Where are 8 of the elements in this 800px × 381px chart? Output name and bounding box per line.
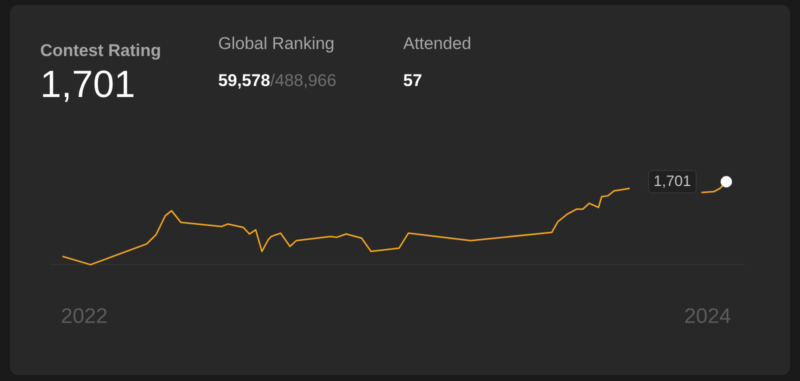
text: 57 (404, 74, 422, 86)
annotation: 1,701 (654, 176, 690, 188)
text: /488,966 (270, 74, 336, 88)
chart-title: Contest Rating (40, 44, 160, 60)
text: 59,578 (218, 74, 270, 89)
text: 1,701 (43, 70, 134, 102)
text: Global Ranking (219, 36, 334, 53)
text: Attended (403, 36, 470, 50)
